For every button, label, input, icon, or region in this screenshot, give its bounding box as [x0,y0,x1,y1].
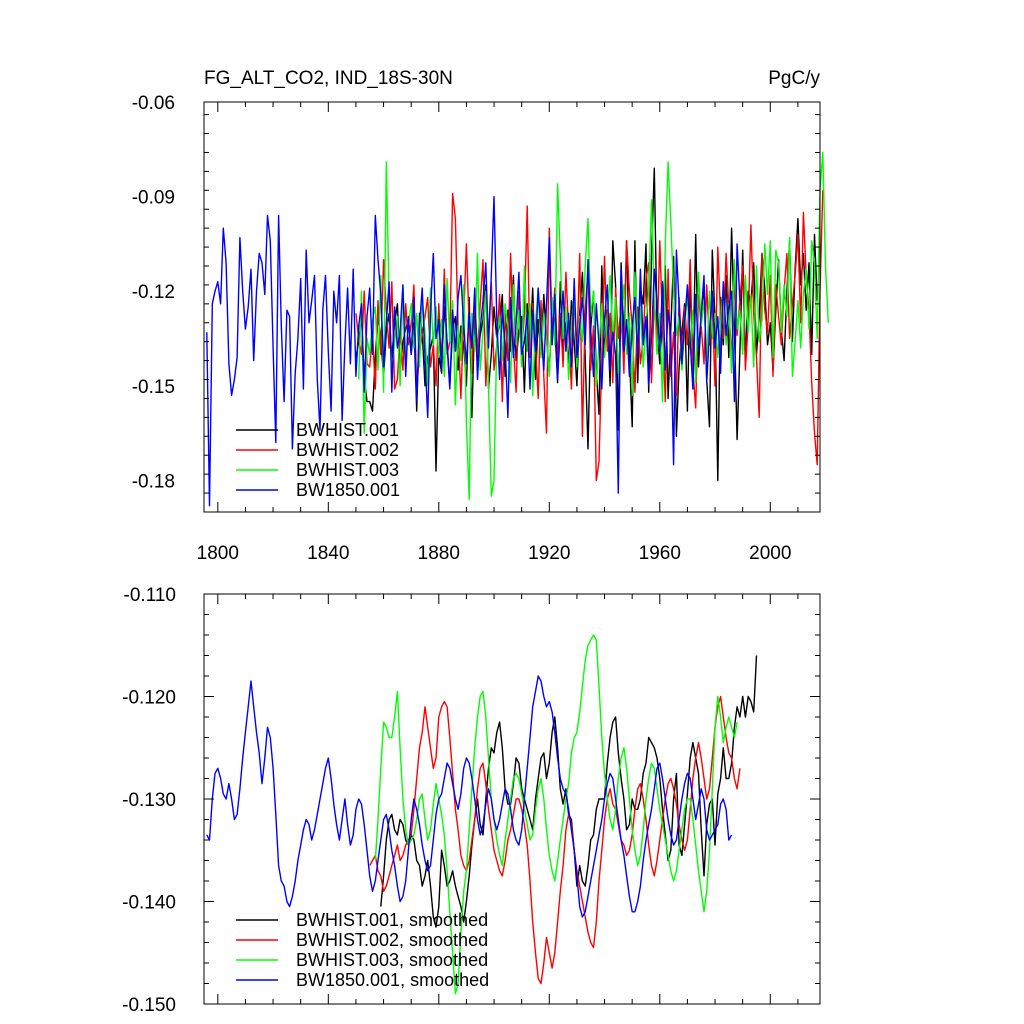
y-tick-label: -0.130 [122,790,176,811]
y-tick-label: -0.18 [132,471,175,492]
bottom-axis-ticks: -0.150 -0.140 -0.130 -0.120 -0.110 [122,585,820,1016]
legend-label: BWHIST.002, smoothed [296,930,488,950]
y-tick-label: -0.15 [132,377,175,398]
y-tick-label: -0.110 [124,585,176,606]
series-line-bw1850-001-smoothed [206,675,733,918]
units-label: PgC/y [768,68,820,89]
legend-label: BWHIST.001 [296,420,399,440]
legend-label: BWHIST.002 [296,440,399,460]
y-tick-label: -0.12 [132,282,175,303]
top-axis-ticks: 1800 1840 1880 1920 1960 2000 -0.18 -0.15 -0.12 -… [132,93,820,564]
series-line-bwhist-003 [358,151,829,501]
legend-label: BWHIST.003 [296,460,399,480]
x-tick-label: 1800 [197,543,239,564]
legend-label: BW1850.001, smoothed [296,970,489,990]
series-line-bwhist-002 [355,190,824,482]
bottom-panel: -0.150 -0.140 -0.130 -0.120 -0.110 BWHIST.00… [122,585,821,1016]
top-panel: FG_ALT_CO2, IND_18S-30N PgC/y 1800 1840 18… [132,68,829,564]
x-tick-label: 2000 [749,543,791,564]
top-plot-frame [203,101,821,513]
x-tick-label: 1880 [418,543,460,564]
legend-label: BWHIST.003, smoothed [296,950,488,970]
y-tick-label: -0.06 [132,93,175,114]
top-series-group [206,151,829,507]
series-line-bwhist-003-smoothed [374,634,738,995]
series-line-bw1850-001 [206,195,741,507]
y-tick-label: -0.140 [122,893,176,914]
y-tick-label: -0.120 [122,688,176,709]
legend-label: BW1850.001 [296,480,400,500]
y-tick-label: -0.09 [132,188,175,209]
x-tick-label: 1840 [307,543,349,564]
legend-label: BWHIST.001, smoothed [296,910,488,930]
series-line-bwhist-002-smoothed [369,695,741,985]
y-tick-label: -0.150 [122,995,176,1016]
bottom-series-group [206,634,758,995]
x-tick-label: 1960 [639,543,681,564]
chart-title: FG_ALT_CO2, IND_18S-30N [204,68,453,89]
x-tick-label: 1920 [528,543,570,564]
